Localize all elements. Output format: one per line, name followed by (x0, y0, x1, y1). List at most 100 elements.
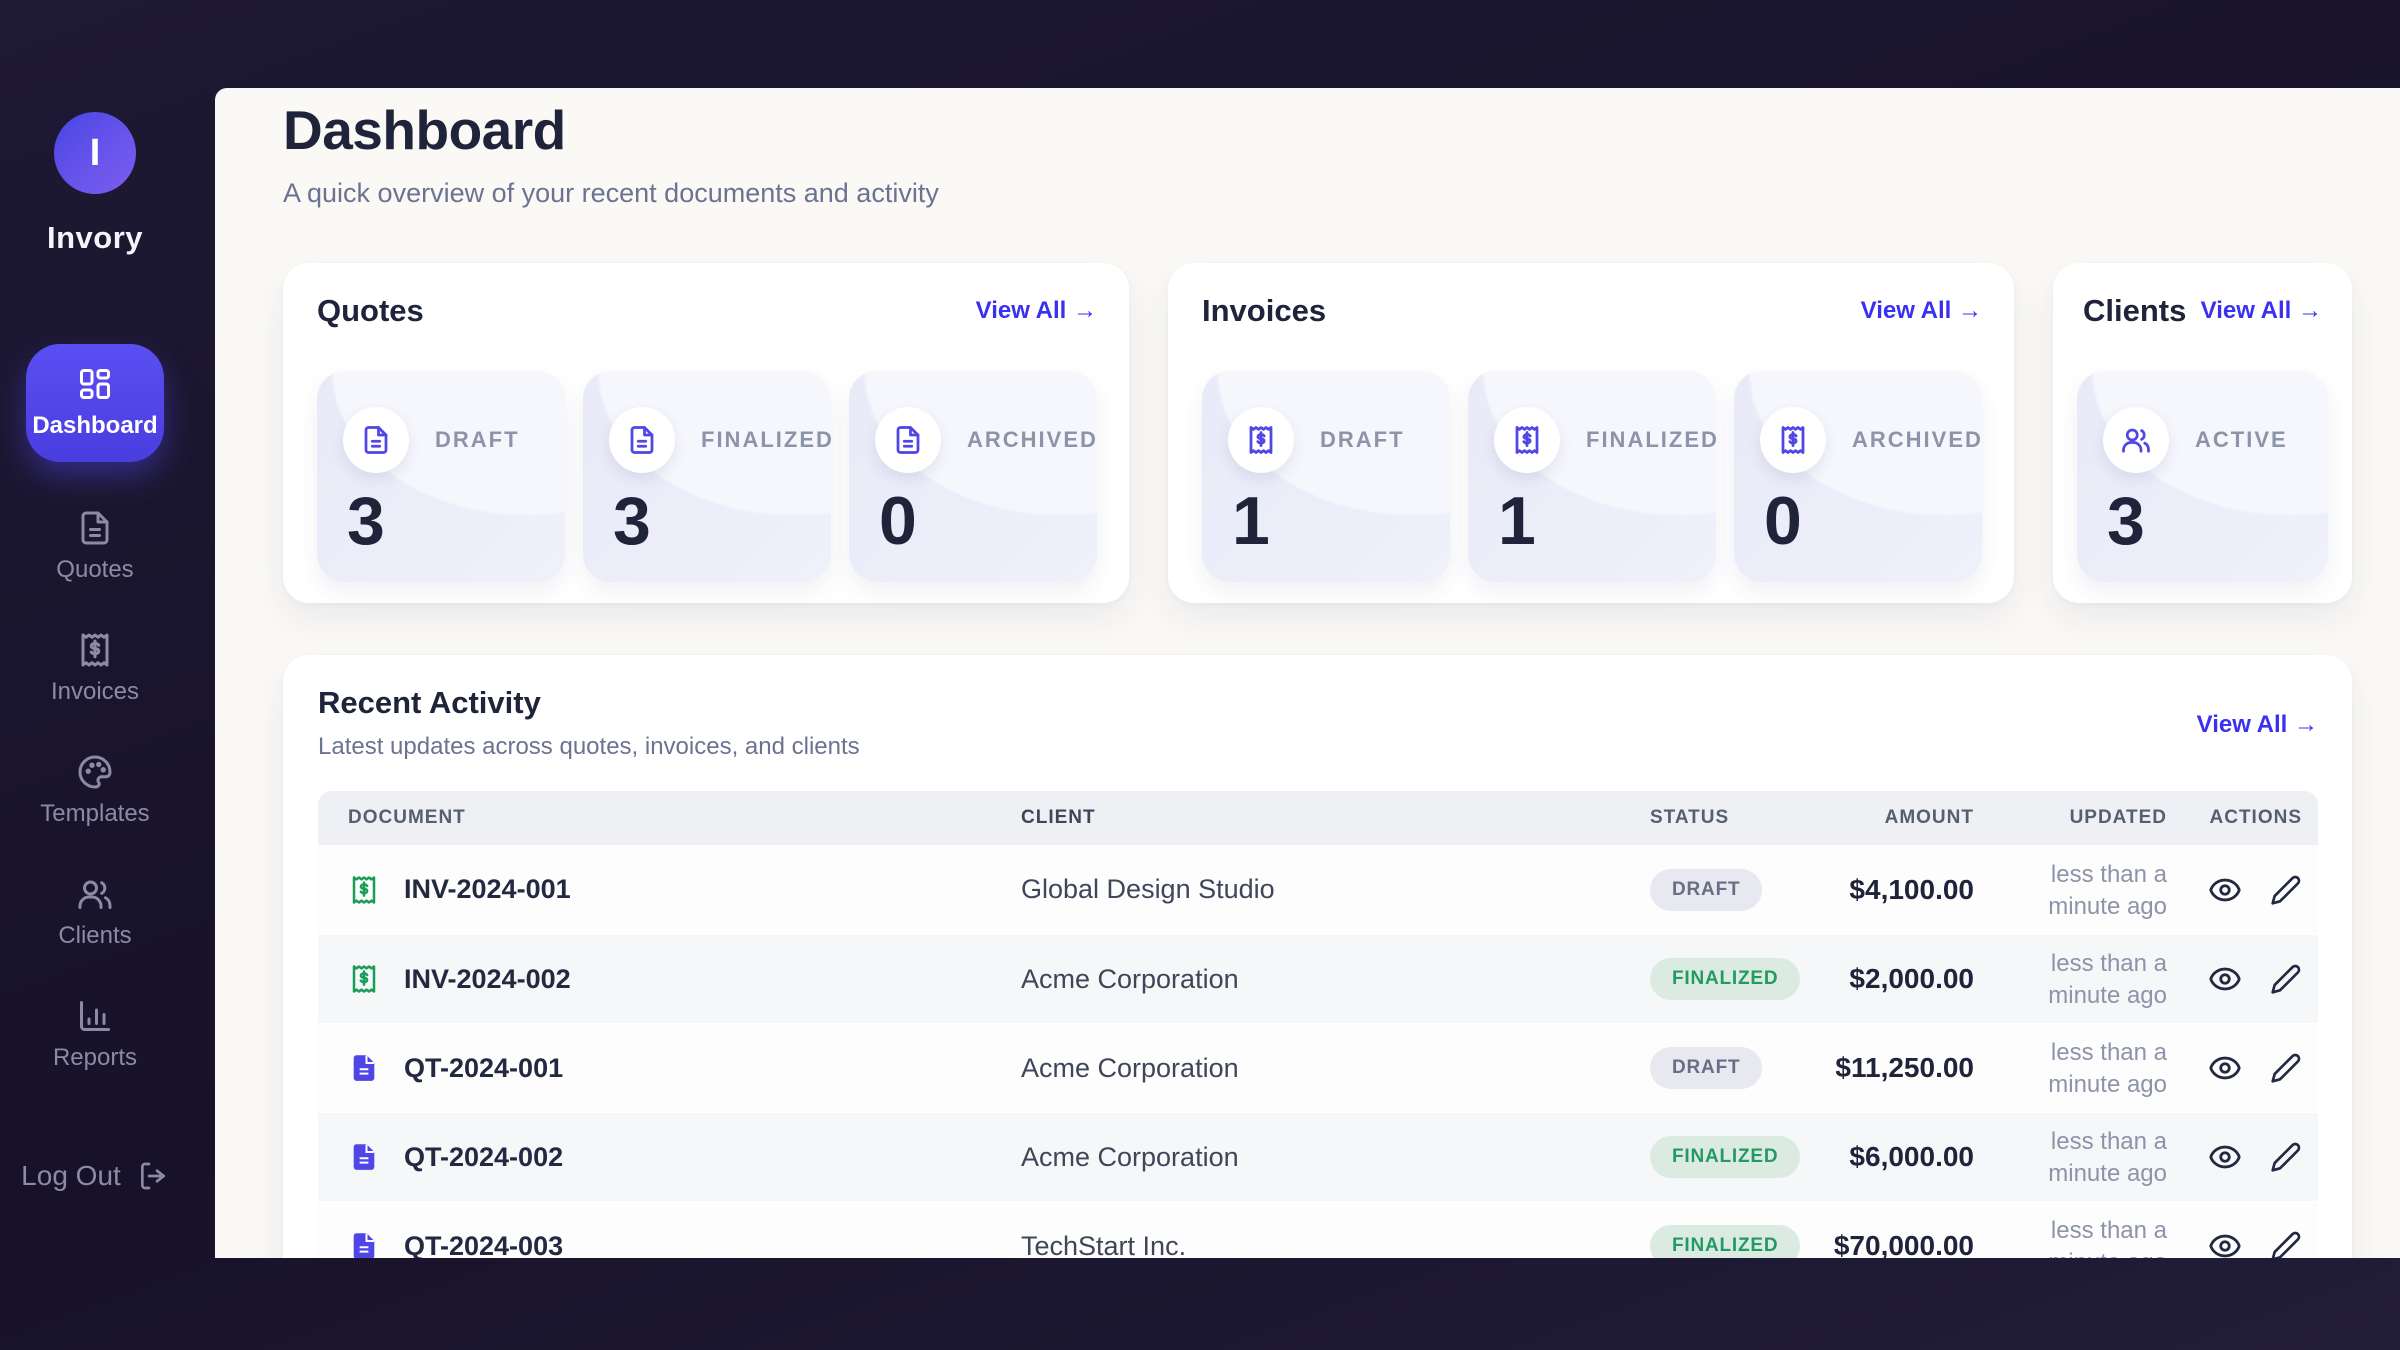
quotes-card-title: Quotes (317, 293, 424, 328)
sidebar-item-quotes[interactable]: Quotes (56, 510, 134, 584)
file-text-icon (875, 407, 941, 473)
table-row[interactable]: QT-2024-003 TechStart Inc. FINALIZED $70… (318, 1201, 2318, 1258)
recent-activity-subtitle: Latest updates across quotes, invoices, … (318, 733, 860, 760)
table-row[interactable]: INV-2024-002 Acme Corporation FINALIZED … (318, 934, 2318, 1023)
stat-label: FINALIZED (1586, 427, 1716, 452)
pencil-icon (2270, 1230, 2302, 1258)
clients-view-all-link[interactable]: View All → (2200, 297, 2322, 324)
view-button[interactable] (2208, 962, 2242, 996)
clients-active-tile: ACTIVE 3 (2077, 371, 2328, 582)
sidebar-item-label: Templates (40, 800, 150, 827)
arrow-right-icon: → (1073, 297, 1097, 324)
edit-button[interactable] (2270, 1141, 2302, 1173)
receipt-icon (1760, 407, 1826, 473)
arrow-right-icon: → (2294, 711, 2318, 738)
sidebar-item-clients[interactable]: Clients (58, 876, 132, 950)
stat-value: 1 (1498, 483, 1536, 559)
edit-button[interactable] (2270, 963, 2302, 995)
logout-button[interactable]: Log Out (0, 1160, 190, 1192)
eye-icon (2208, 873, 2242, 907)
view-button[interactable] (2208, 1140, 2242, 1174)
document-id: QT-2024-003 (404, 1230, 564, 1259)
amount-value: $2,000.00 (1849, 963, 1974, 994)
client-name: Acme Corporation (1021, 1141, 1239, 1172)
stat-label: FINALIZED (701, 427, 831, 452)
dashboard-icon (77, 366, 113, 402)
bar-chart-icon (77, 998, 113, 1034)
quotes-view-all-link[interactable]: View All → (975, 297, 1097, 324)
invoices-archived-tile: ARCHIVED 0 (1734, 371, 1982, 582)
recent-activity-view-all-link[interactable]: View All → (2196, 711, 2318, 738)
sidebar-item-dashboard[interactable]: Dashboard (26, 344, 164, 462)
clients-card-title: Clients (2083, 293, 2187, 328)
status-badge: DRAFT (1650, 868, 1763, 911)
logout-icon (137, 1160, 169, 1192)
page-header: Dashboard A quick overview of your recen… (283, 98, 939, 209)
col-header-updated: UPDATED (2069, 807, 2167, 828)
status-badge: DRAFT (1650, 1047, 1763, 1089)
amount-value: $11,250.00 (1835, 1052, 1974, 1083)
stat-value: 0 (879, 483, 917, 559)
client-name: Global Design Studio (1021, 874, 1275, 904)
sidebar-item-label: Invoices (50, 678, 140, 705)
pencil-icon (2270, 963, 2302, 995)
sidebar-item-invoices[interactable]: Invoices (51, 632, 139, 706)
status-badge: FINALIZED (1650, 1225, 1801, 1258)
edit-button[interactable] (2270, 874, 2302, 906)
file-text-icon (77, 510, 113, 546)
document-id: INV-2024-002 (404, 963, 571, 994)
table-row[interactable]: INV-2024-001 Global Design Studio DRAFT … (318, 845, 2318, 934)
invoices-view-all-link[interactable]: View All → (1860, 297, 1982, 324)
col-header-actions: ACTIONS (2209, 807, 2302, 828)
arrow-right-icon: → (2298, 297, 2322, 324)
quote-file-icon (349, 1142, 379, 1172)
amount-value: $6,000.00 (1849, 1141, 1974, 1172)
amount-value: $4,100.00 (1849, 873, 1974, 905)
recent-activity-card: Recent Activity Latest updates across qu… (283, 655, 2352, 1258)
invoice-receipt-icon (349, 964, 379, 994)
sidebar-item-label: Clients (58, 922, 132, 949)
sidebar-item-label: Quotes (56, 556, 134, 583)
stat-label: ACTIVE (2195, 427, 2288, 452)
quotes-archived-tile: ARCHIVED 0 (849, 371, 1097, 582)
updated-time: less than a minute ago (2048, 1128, 2167, 1187)
quote-file-icon (349, 1053, 379, 1083)
summary-cards-row: Quotes View All → DRAFT 3 (283, 263, 2352, 603)
edit-button[interactable] (2270, 1052, 2302, 1084)
updated-time: less than a minute ago (2048, 1039, 2167, 1098)
receipt-icon (77, 632, 113, 668)
view-button[interactable] (2208, 1051, 2242, 1085)
client-name: Acme Corporation (1021, 963, 1239, 994)
arrow-right-icon: → (1958, 297, 1982, 324)
col-header-amount: AMOUNT (1884, 807, 1974, 828)
recent-activity-table: DOCUMENT CLIENT STATUS AMOUNT UPDATED AC… (318, 791, 2318, 1258)
table-row[interactable]: QT-2024-002 Acme Corporation FINALIZED $… (318, 1112, 2318, 1201)
pencil-icon (2270, 1141, 2302, 1173)
invoices-finalized-tile: FINALIZED 1 (1468, 371, 1716, 582)
edit-button[interactable] (2270, 1230, 2302, 1258)
file-text-icon (343, 407, 409, 473)
quote-file-icon (349, 1231, 379, 1258)
view-button[interactable] (2208, 1229, 2242, 1258)
stat-value: 3 (2107, 483, 2145, 559)
app-name: Invory (46, 220, 144, 255)
stat-label: ARCHIVED (1852, 427, 1982, 452)
document-id: INV-2024-001 (404, 874, 571, 904)
view-button[interactable] (2208, 873, 2242, 907)
sidebar-item-label: Dashboard (32, 412, 158, 439)
status-badge: FINALIZED (1650, 1136, 1801, 1178)
sidebar-item-reports[interactable]: Reports (53, 998, 137, 1072)
eye-icon (2208, 1051, 2242, 1085)
sidebar-item-label: Reports (52, 1044, 138, 1071)
pencil-icon (2270, 1052, 2302, 1084)
stat-label: DRAFT (1320, 427, 1405, 452)
document-id: QT-2024-001 (404, 1052, 564, 1083)
stat-value: 0 (1764, 483, 1802, 559)
page-title: Dashboard (283, 99, 566, 161)
client-name: TechStart Inc. (1021, 1230, 1187, 1259)
table-row[interactable]: QT-2024-001 Acme Corporation DRAFT $11,2… (318, 1023, 2318, 1112)
sidebar-item-templates[interactable]: Templates (40, 754, 150, 828)
eye-icon (2208, 1229, 2242, 1258)
invoice-receipt-icon (349, 875, 379, 905)
recent-activity-title: Recent Activity (318, 685, 541, 720)
